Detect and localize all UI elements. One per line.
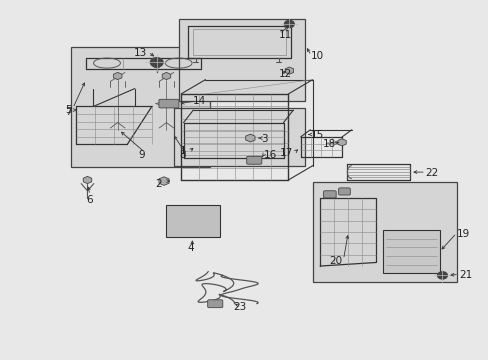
Text: 14: 14 [193, 96, 206, 106]
Bar [71, 47, 210, 167]
FancyBboxPatch shape [159, 99, 179, 108]
Text: 7: 7 [64, 107, 71, 117]
Text: 6: 6 [86, 195, 93, 205]
Bar [383, 230, 439, 273]
Text: 5: 5 [64, 105, 71, 115]
Text: 22: 22 [424, 168, 437, 178]
Text: 12: 12 [278, 69, 291, 79]
Text: 21: 21 [458, 270, 471, 280]
Text: 23: 23 [232, 302, 246, 312]
Polygon shape [162, 72, 170, 80]
Circle shape [284, 21, 294, 28]
FancyBboxPatch shape [207, 300, 223, 308]
Text: 8: 8 [179, 150, 185, 160]
Circle shape [150, 58, 163, 67]
Text: 2: 2 [155, 179, 161, 189]
Polygon shape [337, 139, 346, 146]
Text: 3: 3 [261, 134, 267, 144]
FancyBboxPatch shape [246, 156, 261, 164]
Polygon shape [113, 72, 122, 80]
Bar [166, 205, 220, 237]
Text: 9: 9 [138, 150, 144, 160]
Text: 13: 13 [133, 48, 147, 58]
Bar [178, 19, 305, 101]
Polygon shape [245, 134, 254, 142]
FancyBboxPatch shape [338, 188, 349, 195]
Text: 4: 4 [187, 243, 194, 253]
Text: 11: 11 [278, 30, 291, 40]
FancyBboxPatch shape [323, 191, 335, 198]
Circle shape [437, 272, 447, 279]
Text: 15: 15 [310, 130, 323, 140]
Text: 17: 17 [280, 148, 293, 158]
Polygon shape [159, 177, 169, 185]
Text: 18: 18 [322, 139, 335, 149]
Polygon shape [285, 67, 293, 74]
Text: 1: 1 [179, 146, 185, 156]
Text: 16: 16 [264, 150, 277, 160]
Text: 19: 19 [456, 229, 469, 239]
Text: 10: 10 [310, 51, 323, 61]
Text: 20: 20 [328, 256, 341, 266]
Bar [173, 108, 305, 166]
Polygon shape [83, 176, 92, 184]
Bar [312, 182, 456, 282]
